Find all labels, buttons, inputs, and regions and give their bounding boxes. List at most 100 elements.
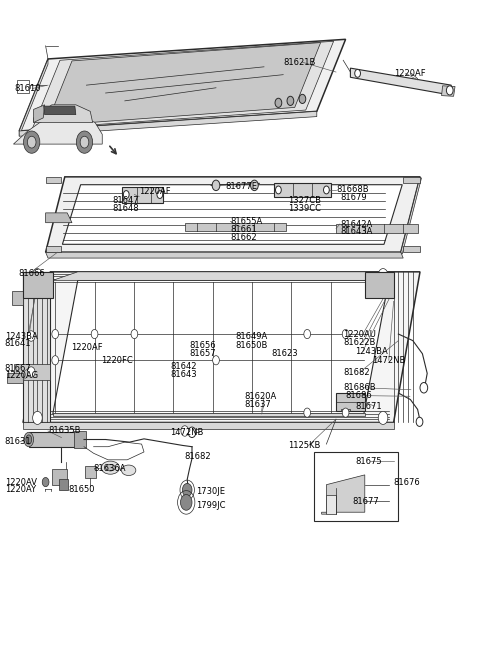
Text: 1220FC: 1220FC (101, 356, 132, 365)
Text: 81667: 81667 (5, 364, 32, 373)
Circle shape (299, 94, 306, 103)
Text: 1339CC: 1339CC (288, 204, 321, 213)
Text: 1125KB: 1125KB (288, 441, 320, 450)
Text: 1472NB: 1472NB (170, 428, 204, 437)
Bar (52, 469, 67, 485)
Circle shape (52, 329, 59, 339)
Circle shape (212, 180, 220, 191)
Text: 1220AF: 1220AF (394, 69, 425, 78)
Polygon shape (326, 495, 336, 514)
Polygon shape (274, 183, 331, 196)
Circle shape (378, 411, 388, 424)
Text: 1220AU: 1220AU (343, 329, 376, 339)
Text: 81635B: 81635B (48, 426, 81, 436)
Text: 81677: 81677 (353, 497, 380, 506)
Circle shape (131, 329, 138, 339)
Text: 81643A: 81643A (341, 227, 373, 236)
Polygon shape (14, 364, 50, 380)
Polygon shape (401, 177, 421, 254)
Text: 81642: 81642 (170, 362, 197, 371)
Text: 81666: 81666 (18, 269, 45, 278)
Text: 1220AG: 1220AG (5, 371, 38, 381)
Text: 81671: 81671 (355, 402, 382, 411)
Circle shape (80, 136, 89, 148)
Circle shape (251, 180, 258, 191)
Text: 81657: 81657 (190, 349, 216, 358)
Bar (17, 80, 29, 93)
Text: 81686: 81686 (346, 391, 372, 400)
Circle shape (33, 411, 42, 424)
Polygon shape (442, 86, 455, 96)
Polygon shape (44, 106, 76, 115)
Text: 81650: 81650 (69, 485, 95, 495)
Text: 1472NB: 1472NB (372, 356, 406, 365)
Text: 81662: 81662 (230, 233, 257, 242)
Circle shape (52, 356, 59, 365)
Text: 81636A: 81636A (94, 464, 126, 473)
Bar (314, 452, 398, 521)
Text: 81620A: 81620A (245, 392, 277, 402)
Text: 81675: 81675 (355, 457, 382, 466)
Polygon shape (32, 41, 334, 129)
Text: 1730JE: 1730JE (196, 487, 225, 496)
Text: 81676: 81676 (394, 477, 420, 487)
Circle shape (76, 131, 93, 153)
Text: 81650B: 81650B (235, 341, 267, 350)
Circle shape (355, 69, 360, 77)
Circle shape (33, 269, 42, 282)
Text: 81682: 81682 (343, 367, 370, 377)
Polygon shape (19, 39, 346, 131)
Text: 1243BA: 1243BA (355, 346, 388, 356)
Bar (59, 479, 68, 490)
Text: 1243BA: 1243BA (5, 331, 37, 341)
Circle shape (276, 186, 281, 194)
Circle shape (287, 96, 294, 105)
Polygon shape (34, 105, 93, 122)
Circle shape (91, 329, 98, 339)
Polygon shape (403, 246, 420, 252)
Circle shape (180, 495, 192, 510)
Polygon shape (53, 280, 389, 414)
Circle shape (182, 483, 192, 496)
Circle shape (342, 329, 349, 339)
Polygon shape (74, 431, 86, 448)
Polygon shape (23, 272, 50, 422)
Circle shape (342, 408, 349, 417)
Polygon shape (7, 373, 23, 383)
Text: 81668B: 81668B (336, 185, 369, 195)
Ellipse shape (101, 461, 120, 474)
Text: 81679: 81679 (341, 193, 367, 202)
Text: 81656: 81656 (190, 341, 216, 350)
Polygon shape (53, 413, 365, 416)
Text: 81655A: 81655A (230, 217, 263, 226)
Circle shape (420, 383, 428, 393)
Polygon shape (185, 223, 286, 231)
Text: 81623: 81623 (271, 349, 298, 358)
Bar (85, 466, 96, 478)
Text: 81661: 81661 (230, 225, 257, 234)
Circle shape (304, 329, 311, 339)
Circle shape (213, 356, 219, 365)
Polygon shape (46, 177, 61, 183)
Polygon shape (46, 177, 420, 252)
Polygon shape (23, 272, 420, 422)
Circle shape (42, 477, 49, 487)
Text: 1220AF: 1220AF (71, 343, 103, 352)
Polygon shape (350, 68, 451, 94)
Text: 81631: 81631 (5, 437, 31, 446)
Circle shape (157, 191, 163, 198)
Text: 81643: 81643 (170, 370, 197, 379)
Polygon shape (23, 422, 394, 429)
Text: 81677E: 81677E (226, 182, 258, 191)
Circle shape (27, 136, 36, 148)
Polygon shape (19, 59, 48, 136)
Polygon shape (23, 272, 53, 298)
Circle shape (446, 86, 453, 95)
Polygon shape (13, 115, 102, 144)
Text: 81610: 81610 (14, 84, 41, 93)
Circle shape (123, 191, 129, 198)
Polygon shape (12, 291, 23, 305)
Polygon shape (341, 409, 350, 411)
Polygon shape (62, 185, 402, 244)
Circle shape (324, 186, 329, 194)
